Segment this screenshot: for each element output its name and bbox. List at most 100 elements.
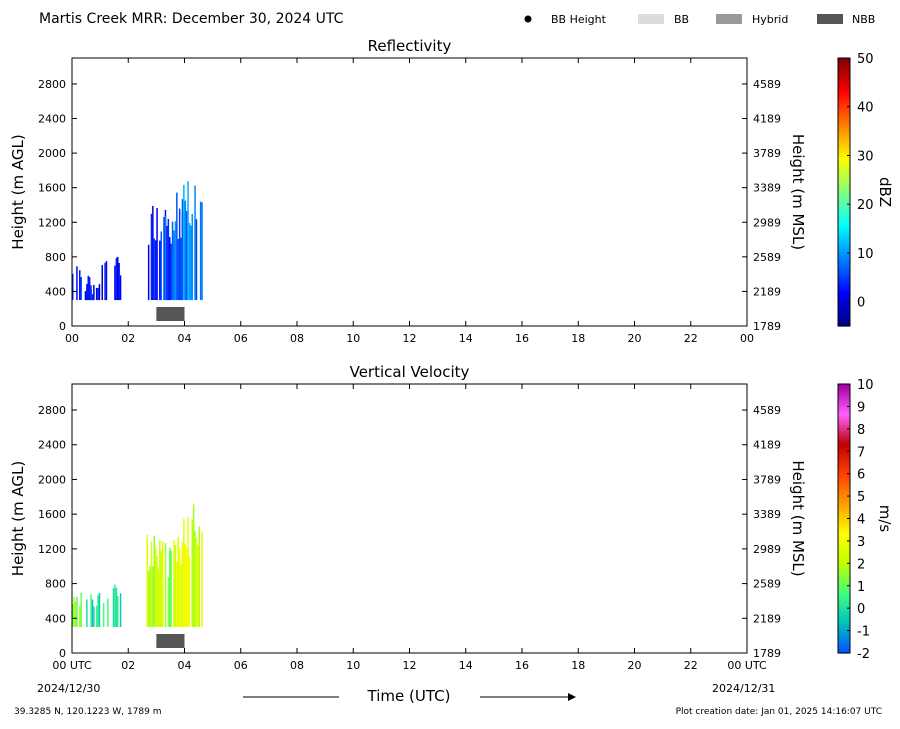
colorbar-cell <box>838 285 850 289</box>
colorbar-cell <box>838 525 850 529</box>
colorbar-cell <box>838 207 850 211</box>
legend-label-hybrid: Hybrid <box>752 13 788 26</box>
colorbar-cell <box>838 113 850 117</box>
precip-column <box>101 265 103 300</box>
creation-date-text: Plot creation date: Jan 01, 2025 14:16:0… <box>676 707 882 717</box>
colorbar-cell <box>838 107 850 110</box>
colorbar-cell <box>838 585 850 589</box>
colorbar-cell <box>838 288 850 291</box>
colorbar-cell <box>838 243 850 247</box>
colorbar-tick-label: 6 <box>857 468 865 483</box>
precip-column <box>146 534 148 627</box>
colorbar-cell <box>838 623 850 627</box>
precip-column <box>90 594 92 627</box>
colorbar-frame <box>837 57 851 327</box>
precip-column <box>160 551 162 627</box>
colorbar-cell <box>838 437 850 441</box>
precip-column <box>185 210 188 300</box>
precip-segment <box>164 215 175 301</box>
y2-tick-label: 3789 <box>753 147 781 160</box>
colorbar-cell <box>838 245 850 249</box>
header-legend: BB Height BB Hybrid NBB <box>524 13 875 26</box>
colorbar-cell <box>838 514 850 517</box>
y2-tick-label: 4189 <box>753 439 781 452</box>
x-tick-label: 04 <box>178 332 192 345</box>
precip-column <box>174 221 177 301</box>
y2-tick-label: 2989 <box>753 216 781 229</box>
precip-column <box>169 547 171 627</box>
colorbar-cell <box>838 626 850 629</box>
colorbar-cell <box>838 552 850 555</box>
colorbar-cell <box>838 574 850 578</box>
colorbar-cell <box>838 140 850 144</box>
precip-column <box>187 517 189 627</box>
x-tick-label: 22 <box>684 659 698 672</box>
colorbar-cell <box>838 283 850 287</box>
colorbar-cell <box>838 259 850 262</box>
colorbar-cell <box>838 200 850 204</box>
colorbar-cell <box>838 100 850 104</box>
colorbar-cell <box>838 444 850 448</box>
colorbar-cell <box>838 538 850 542</box>
precip-column <box>201 531 203 627</box>
precip-column <box>174 545 177 627</box>
colorbar-tick-label: 1 <box>857 580 865 595</box>
precip-segment <box>190 185 203 301</box>
colorbar-cell <box>838 185 850 189</box>
precip-column <box>183 184 185 301</box>
x-tick-label: 12 <box>403 332 417 345</box>
nbb-event-bar <box>156 307 185 321</box>
precip-column <box>173 540 175 627</box>
colorbar-cell <box>838 64 850 68</box>
colorbar-cell <box>838 133 850 137</box>
colorbar-cell <box>838 388 850 392</box>
colorbar-cell <box>838 180 850 184</box>
colorbar-cell <box>838 238 850 242</box>
colorbar-cell <box>838 581 850 585</box>
colorbar-cell <box>838 518 850 522</box>
x-tick-label: 06 <box>234 659 248 672</box>
colorbar-label: dBZ <box>876 177 894 207</box>
precip-column <box>149 566 151 627</box>
colorbar-cell <box>838 241 850 244</box>
precip-column <box>98 593 101 627</box>
colorbar-cell <box>838 576 850 580</box>
x-tick-label: 02 <box>121 332 135 345</box>
x-tick-label: 14 <box>459 332 473 345</box>
precip-column <box>91 294 94 301</box>
colorbar-cell <box>838 147 850 151</box>
x-tick-label: 04 <box>178 659 192 672</box>
colorbar-cell <box>838 160 850 164</box>
precip-column <box>183 518 185 627</box>
y-tick-label: 1200 <box>38 543 66 556</box>
colorbar-cell <box>838 95 850 99</box>
colorbar-cell <box>838 274 850 278</box>
colorbar-cell <box>838 410 850 414</box>
precip-segment <box>191 504 203 627</box>
colorbar-cell <box>838 646 850 650</box>
colorbar-tick-label: 50 <box>857 52 874 67</box>
colorbar-cell <box>838 145 850 148</box>
colorbar-cell <box>838 520 850 524</box>
y2-tick-label: 2589 <box>753 251 781 264</box>
colorbar-cell <box>838 502 850 506</box>
y-tick-label: 1600 <box>38 508 66 521</box>
colorbar-cell <box>838 225 850 229</box>
colorbar-cell <box>838 276 850 280</box>
x-tick-label: 02 <box>121 659 135 672</box>
precip-column <box>105 261 108 301</box>
precip-column <box>184 200 186 301</box>
colorbar-cell <box>838 408 850 412</box>
colorbar-cell <box>838 509 850 513</box>
y2-tick-label: 4589 <box>753 404 781 417</box>
y-tick-label: 2000 <box>38 473 66 486</box>
x-tick-label: 20 <box>628 332 642 345</box>
precip-column <box>180 564 182 627</box>
colorbar-tick-label: 4 <box>857 513 865 528</box>
colorbar-cell <box>838 399 850 403</box>
y-axis-label: Height (m AGL) <box>9 461 27 576</box>
colorbar-cell <box>838 610 850 614</box>
colorbar-cell <box>838 66 850 70</box>
colorbar-cell <box>838 648 850 652</box>
